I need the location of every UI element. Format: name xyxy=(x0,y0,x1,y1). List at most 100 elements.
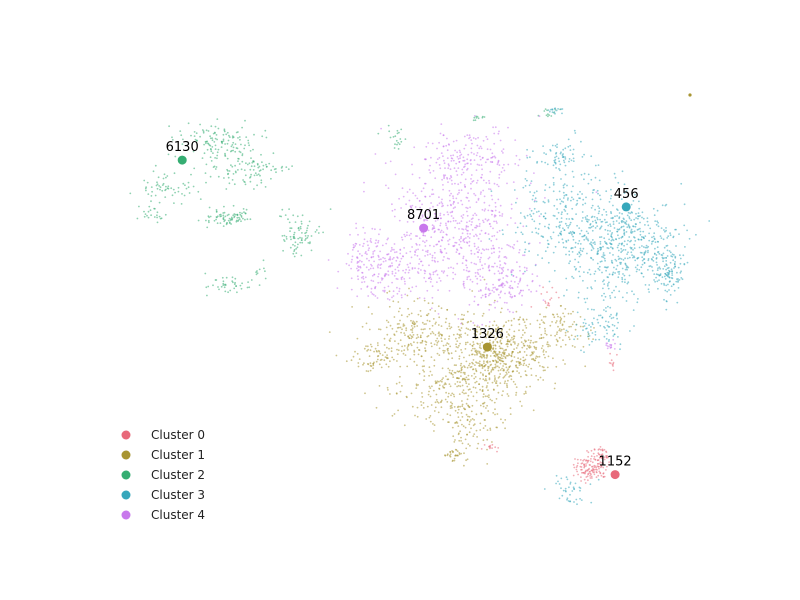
scatter-point xyxy=(604,295,607,298)
scatter-point xyxy=(357,261,360,263)
scatter-point xyxy=(521,294,523,297)
scatter-point xyxy=(187,122,190,125)
scatter-point xyxy=(411,286,414,289)
scatter-point xyxy=(653,214,656,217)
scatter-point xyxy=(387,237,389,240)
scatter-point xyxy=(463,237,466,240)
scatter-point xyxy=(467,415,469,418)
scatter-point xyxy=(467,235,469,238)
scatter-point xyxy=(587,308,589,310)
scatter-point xyxy=(481,116,484,119)
scatter-point xyxy=(574,346,576,348)
scatter-point xyxy=(459,385,462,388)
scatter-point xyxy=(466,321,469,324)
scatter-point xyxy=(301,214,304,217)
scatter-point xyxy=(360,260,363,263)
scatter-point xyxy=(439,333,441,336)
scatter-point xyxy=(621,221,623,224)
scatter-point xyxy=(502,369,505,372)
scatter-point xyxy=(244,181,246,184)
scatter-point xyxy=(609,223,611,226)
scatter-point xyxy=(618,222,621,225)
scatter-point xyxy=(476,251,479,254)
scatter-point xyxy=(212,284,214,287)
scatter-point xyxy=(520,363,522,366)
scatter-point xyxy=(533,220,536,223)
scatter-point xyxy=(400,350,403,352)
scatter-point xyxy=(612,220,615,223)
scatter-point xyxy=(405,268,407,271)
scatter-point xyxy=(156,211,159,214)
scatter-point xyxy=(258,284,261,286)
scatter-point xyxy=(295,252,298,255)
scatter-point xyxy=(441,380,443,383)
scatter-point xyxy=(507,368,510,370)
scatter-point xyxy=(457,183,460,186)
scatter-point xyxy=(555,344,558,346)
scatter-point xyxy=(246,286,249,289)
scatter-point xyxy=(529,341,532,344)
scatter-point xyxy=(418,176,421,179)
scatter-point xyxy=(478,249,481,251)
scatter-point xyxy=(460,220,463,223)
scatter-point xyxy=(204,272,207,275)
scatter-point xyxy=(207,285,210,288)
scatter-point xyxy=(648,291,650,293)
scatter-point xyxy=(428,385,431,388)
scatter-point xyxy=(227,291,230,294)
scatter-point xyxy=(525,354,528,357)
scatter-point xyxy=(546,239,549,242)
scatter-point xyxy=(673,254,675,256)
scatter-point xyxy=(225,133,228,136)
scatter-point xyxy=(479,363,481,365)
scatter-point xyxy=(484,296,487,298)
scatter-point xyxy=(547,200,550,203)
scatter-point xyxy=(546,163,549,166)
scatter-point xyxy=(568,325,571,328)
scatter-point xyxy=(260,153,262,156)
scatter-point xyxy=(633,247,636,250)
scatter-point xyxy=(460,336,462,338)
scatter-point xyxy=(622,259,625,261)
scatter-point xyxy=(532,409,535,412)
scatter-point xyxy=(367,244,369,247)
scatter-point xyxy=(506,182,508,185)
scatter-point xyxy=(576,224,578,227)
scatter-point xyxy=(197,219,200,222)
scatter-point xyxy=(484,293,487,296)
scatter-point xyxy=(410,312,413,315)
scatter-point xyxy=(490,350,492,352)
scatter-point xyxy=(594,459,597,461)
scatter-point xyxy=(455,337,457,340)
scatter-point xyxy=(194,138,197,141)
scatter-point xyxy=(666,255,669,257)
scatter-point xyxy=(234,150,237,153)
scatter-point xyxy=(428,327,431,330)
scatter-point xyxy=(683,224,686,227)
scatter-point xyxy=(226,131,229,134)
scatter-point xyxy=(367,363,370,366)
scatter-point xyxy=(473,433,476,435)
scatter-point xyxy=(224,219,226,222)
scatter-point xyxy=(365,251,367,253)
scatter-point xyxy=(621,267,624,270)
scatter-point xyxy=(564,156,567,159)
scatter-point xyxy=(510,319,513,322)
scatter-point xyxy=(574,458,576,460)
scatter-point xyxy=(226,214,229,217)
scatter-point xyxy=(622,217,625,220)
scatter-point xyxy=(477,246,480,249)
scatter-point xyxy=(651,236,653,239)
scatter-point xyxy=(670,255,672,257)
scatter-point xyxy=(146,214,148,217)
scatter-point xyxy=(607,287,610,290)
scatter-point xyxy=(641,263,644,266)
scatter-point xyxy=(458,336,460,339)
scatter-point xyxy=(560,345,562,348)
scatter-point xyxy=(450,160,453,162)
scatter-point xyxy=(422,232,425,235)
scatter-point xyxy=(301,241,304,244)
scatter-point xyxy=(464,186,466,188)
scatter-point xyxy=(424,245,427,247)
scatter-point xyxy=(634,240,637,242)
